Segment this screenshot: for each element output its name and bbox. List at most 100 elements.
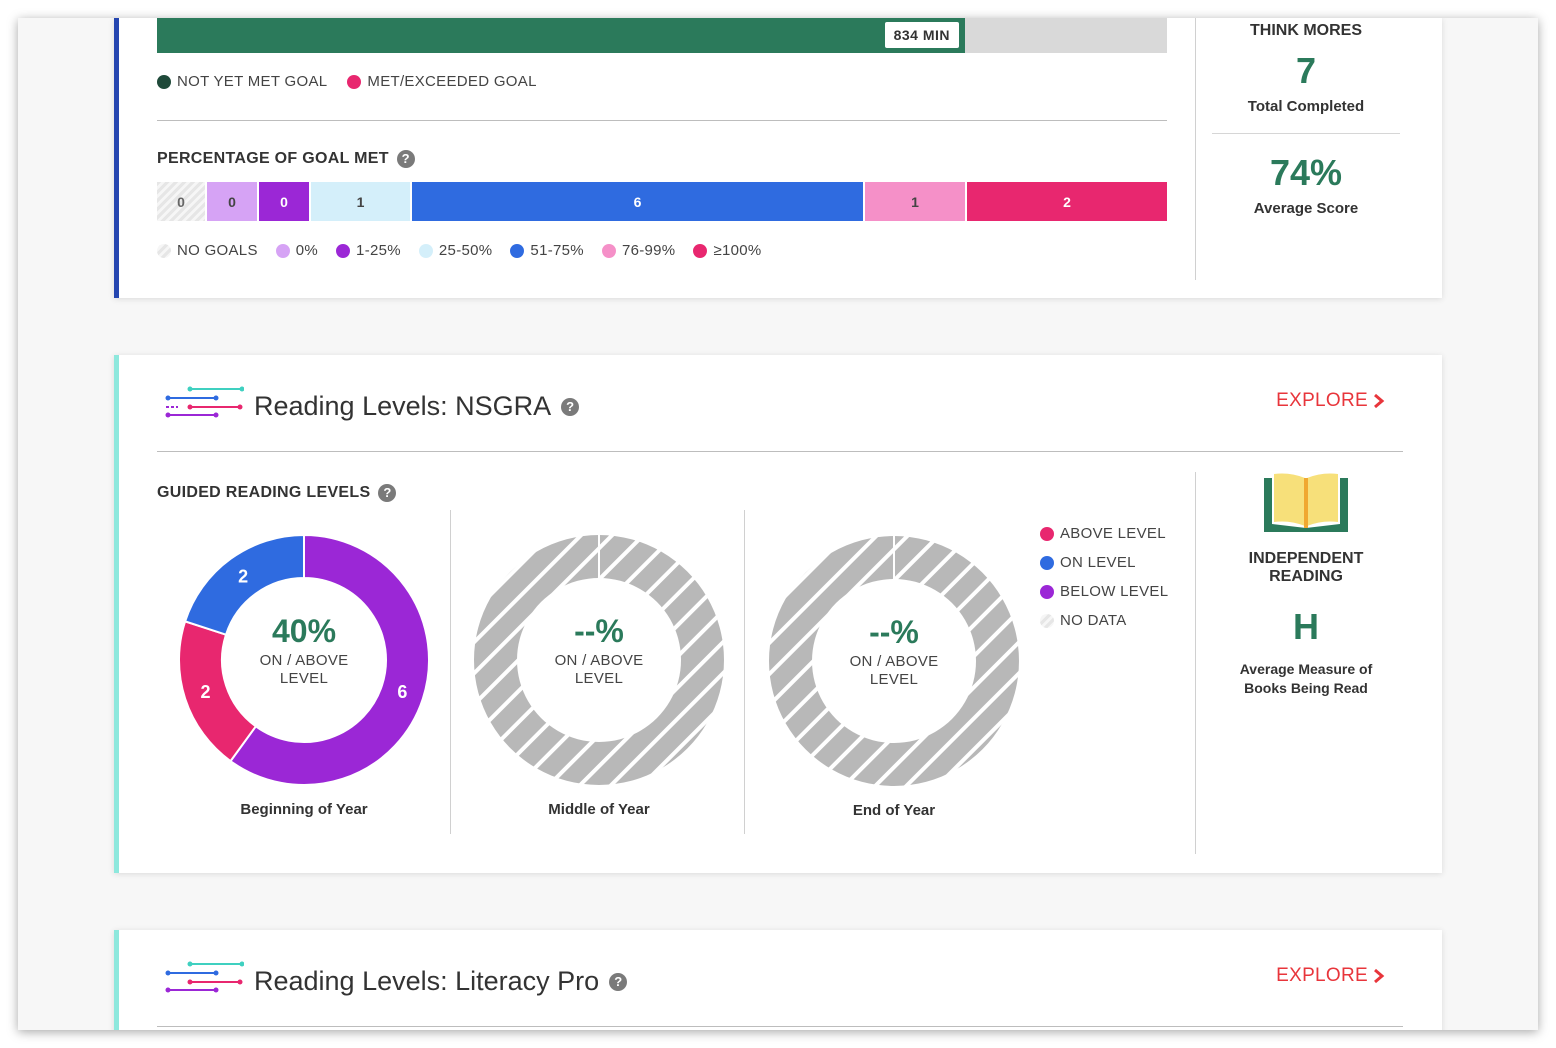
donut-caption: ON / ABOVE [849, 653, 939, 670]
think-mores-total: 7 [1295, 50, 1317, 91]
explore-link[interactable]: EXPLORE [1276, 390, 1386, 412]
donut-center: 40% ON / ABOVE LEVEL [169, 613, 439, 688]
legend-dot [157, 243, 171, 258]
independent-reading-panel: INDEPENDENT READING H Average Measure of… [1211, 472, 1401, 698]
donut-slice-label: 2 [201, 682, 211, 702]
guided-reading-title: GUIDED READING LEVELS ? [157, 484, 397, 502]
legend-label: MET/EXCEEDED GOAL [367, 73, 537, 90]
open-book-icon [1264, 473, 1348, 532]
literacy-pro-card: Reading Levels: Literacy Pro ? EXPLORE [114, 930, 1442, 1030]
minutes-progress-fill: 834 MIN [157, 18, 965, 53]
legend-label: NO DATA [1060, 612, 1127, 629]
legend-dot [275, 243, 290, 258]
legend-label: 1-25% [356, 242, 401, 259]
goal-segment[interactable]: 1 [311, 182, 410, 221]
think-mores-title: THINK MORES [1250, 22, 1362, 39]
donut-chart-middle: --% ON / ABOVE LEVEL Middle of Year [464, 525, 734, 825]
donut-caption: LEVEL [869, 671, 919, 688]
donut-center: --% ON / ABOVE LEVEL [759, 614, 1029, 689]
donut-chart [768, 536, 1019, 786]
reading-goals-card: 834 MIN NOT YET MET GOAL MET/EXCEEDED GO… [114, 18, 1442, 298]
donut-slice[interactable] [229, 533, 430, 786]
independent-caption: Books Being Read [1244, 680, 1368, 696]
legend-label: NOT YET MET GOAL [177, 73, 328, 90]
legend-dot [693, 243, 708, 258]
minutes-progress-bar: 834 MIN [157, 18, 1167, 53]
think-mores-average-label: Average Score [1253, 200, 1359, 217]
donut-percent: 40% [271, 613, 337, 649]
explore-link[interactable]: EXPLORE [1276, 965, 1386, 987]
legend-label: 25-50% [438, 242, 493, 259]
legend-item-met: MET/EXCEEDED GOAL [347, 73, 536, 90]
divider [157, 1026, 1403, 1027]
legend-dot [347, 74, 362, 89]
help-icon[interactable]: ? [396, 150, 415, 168]
legend-item: NO DATA [1040, 606, 1168, 635]
help-icon[interactable]: ? [561, 397, 580, 416]
donut-period-label: End of Year [852, 802, 936, 819]
divider [157, 451, 1403, 452]
donut-caption: LEVEL [574, 670, 624, 687]
reading-levels-icon [165, 386, 244, 418]
reading-level-legend: ABOVE LEVEL ON LEVEL BELOW LEVEL NO DATA [1040, 519, 1168, 635]
independent-caption: Average Measure of [1239, 661, 1373, 677]
divider [157, 120, 1167, 121]
legend-item: 1-25% [336, 242, 401, 259]
legend-item: 51-75% [510, 242, 584, 259]
card-title-text: Reading Levels: NSGRA [254, 391, 552, 421]
card-accent-bar [114, 355, 119, 873]
divider [1212, 133, 1400, 134]
legend-item: BELOW LEVEL [1040, 577, 1168, 606]
donut-chart-end: --% ON / ABOVE LEVEL End of Year [759, 526, 1029, 826]
card-title: Reading Levels: Literacy Pro ? [254, 966, 628, 997]
legend-label: 0% [295, 242, 319, 259]
card-accent-bar [114, 930, 119, 1030]
legend-dot [1040, 555, 1054, 570]
donut-center: --% ON / ABOVE LEVEL [464, 613, 734, 688]
goal-segment[interactable]: 0 [207, 182, 257, 221]
column-divider [450, 510, 451, 834]
think-mores-total-label: Total Completed [1247, 98, 1365, 115]
explore-label: EXPLORE [1276, 390, 1368, 411]
donut-caption: ON / ABOVE [259, 652, 349, 669]
goal-segment[interactable]: 0 [157, 182, 205, 221]
legend-label: ≥100% [713, 242, 762, 259]
donut-period-label: Beginning of Year [240, 801, 368, 818]
donut-chart [473, 535, 724, 785]
goal-segment[interactable]: 0 [259, 182, 309, 221]
independent-level: H [1293, 606, 1319, 647]
column-divider [744, 510, 745, 834]
independent-title: READING [1269, 568, 1343, 585]
no-data-ring [768, 536, 1019, 786]
goal-segment[interactable]: 6 [412, 182, 863, 221]
legend-label: 51-75% [530, 242, 584, 259]
chevron-right-icon [1374, 393, 1385, 409]
legend-item: ABOVE LEVEL [1040, 519, 1168, 548]
donut-slice[interactable] [183, 533, 305, 636]
donut-chart-beginning: 6 2 2 40% ON / ABOVE LEVEL Beginning of Ye… [169, 525, 439, 825]
goal-segment[interactable]: 1 [865, 182, 965, 221]
chevron-right-icon [1374, 968, 1385, 984]
donut-percent: --% [574, 613, 624, 649]
legend-label: NO GOALS [177, 242, 258, 259]
donut-caption: ON / ABOVE [554, 652, 644, 669]
legend-label: BELOW LEVEL [1060, 583, 1169, 600]
legend-dot [601, 243, 616, 258]
donut-chart: 6 2 2 [178, 533, 430, 786]
legend-item-not-met: NOT YET MET GOAL [157, 73, 327, 90]
independent-title: INDEPENDENT [1248, 550, 1364, 567]
help-icon[interactable]: ? [609, 972, 628, 991]
legend-dot [510, 243, 525, 258]
percentage-goal-legend: NO GOALS 0% 1-25% 25-50% 51-75% 76-99% ≥100% [157, 242, 780, 259]
card-title-text: Reading Levels: Literacy Pro [254, 966, 600, 996]
minutes-badge: 834 MIN [884, 22, 959, 48]
legend-dot [418, 243, 433, 258]
goal-segment[interactable]: 2 [967, 182, 1167, 221]
reading-levels-icon [165, 961, 244, 993]
help-icon[interactable]: ? [378, 484, 397, 502]
minutes-legend: NOT YET MET GOAL MET/EXCEEDED GOAL [157, 73, 557, 90]
donut-percent: --% [869, 614, 919, 650]
legend-item: 76-99% [601, 242, 676, 259]
column-divider [1195, 18, 1196, 280]
